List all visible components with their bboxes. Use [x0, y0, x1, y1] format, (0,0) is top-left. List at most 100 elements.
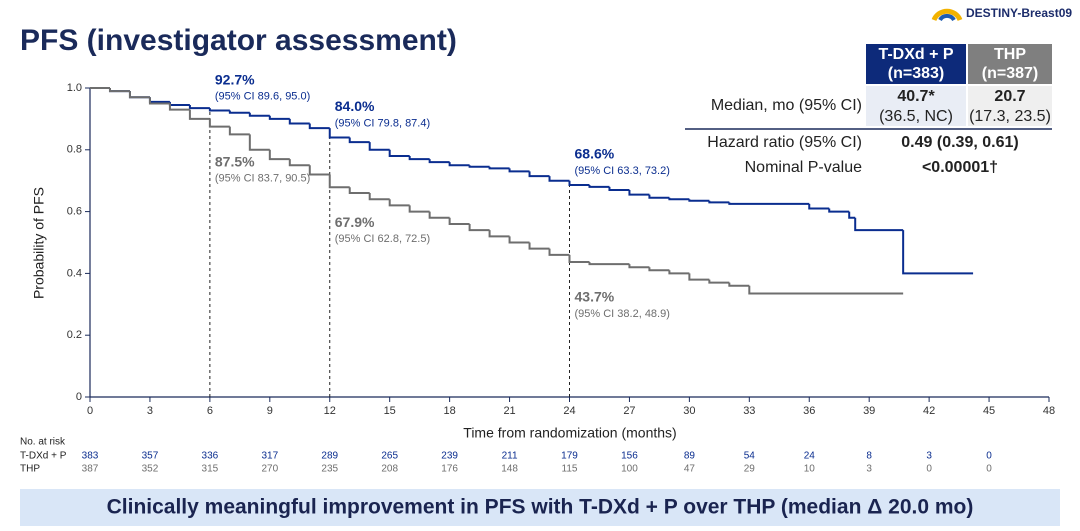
- survival-step: [348, 187, 370, 195]
- risk-row-label: T-DXd + P: [20, 451, 67, 462]
- survival-step: [368, 193, 390, 201]
- survival-step: [208, 118, 230, 128]
- survival-step: [508, 168, 530, 173]
- column-n: (n=383): [888, 65, 944, 82]
- risk-count: 3: [866, 464, 872, 475]
- survival-step: [708, 279, 730, 284]
- logo-text: DESTINY-Breast09: [966, 6, 1072, 20]
- landmark-value: 68.6%: [575, 146, 615, 162]
- landmark-value: 87.5%: [215, 153, 255, 169]
- row-label: Hazard ratio (95% CI): [707, 134, 862, 151]
- survival-step: [808, 203, 830, 210]
- y-tick-label: 0: [76, 391, 82, 403]
- risk-count: 317: [261, 451, 278, 462]
- x-tick-label: 33: [743, 405, 755, 417]
- survival-step: [902, 230, 974, 275]
- survival-step: [528, 242, 550, 250]
- logo: DESTINY-Breast09: [931, 6, 1072, 22]
- survival-step: [348, 137, 370, 144]
- survival-step: [568, 180, 590, 187]
- landmark-ci: (95% CI 79.8, 87.4): [335, 117, 430, 129]
- risk-count: 336: [202, 451, 219, 462]
- risk-count: 29: [744, 464, 756, 475]
- survival-step: [308, 123, 330, 130]
- risk-count: 211: [502, 451, 518, 462]
- risk-count: 47: [684, 464, 696, 475]
- survival-step: [688, 273, 710, 281]
- survival-step: [128, 91, 150, 99]
- risk-table-title: No. at risk: [20, 437, 66, 448]
- footer-banner: [20, 489, 1060, 526]
- survival-step: [468, 223, 490, 232]
- x-tick-label: 12: [324, 405, 336, 417]
- survival-step: [388, 199, 410, 207]
- p-value: <0.00001†: [922, 159, 998, 176]
- median-value: 20.7: [994, 88, 1025, 105]
- survival-step: [148, 97, 170, 105]
- risk-count: 179: [561, 451, 578, 462]
- survival-step: [368, 142, 390, 151]
- x-tick-label: 42: [923, 405, 935, 417]
- x-tick-label: 30: [683, 405, 695, 417]
- risk-count: 100: [621, 464, 638, 475]
- risk-count: 54: [744, 451, 756, 462]
- risk-count: 115: [562, 464, 578, 475]
- landmark-value: 92.7%: [215, 71, 255, 87]
- risk-count: 270: [261, 464, 278, 475]
- risk-count: 208: [381, 464, 398, 475]
- survival-step: [468, 165, 490, 168]
- survival-step: [288, 159, 310, 167]
- survival-step: [148, 97, 170, 103]
- survival-step: [408, 205, 430, 213]
- y-tick-label: 1.0: [67, 82, 82, 94]
- risk-count: 89: [684, 451, 696, 462]
- landmark-ci: (95% CI 83.7, 90.5): [215, 173, 310, 185]
- landmark-value: 43.7%: [575, 289, 615, 305]
- survival-step: [248, 112, 270, 117]
- survival-step: [228, 126, 250, 136]
- survival-step: [248, 134, 270, 151]
- y-tick-label: 0.6: [67, 206, 82, 218]
- risk-count: 357: [142, 451, 159, 462]
- survival-step: [608, 186, 630, 191]
- landmark-value: 84.0%: [335, 98, 375, 114]
- survival-step: [388, 149, 410, 157]
- landmark-value: 67.9%: [335, 214, 375, 230]
- x-tick-label: 3: [147, 405, 153, 417]
- x-tick-label: 48: [1043, 405, 1055, 417]
- survival-step: [628, 189, 650, 196]
- column-header: THP: [994, 46, 1026, 63]
- risk-count: 176: [441, 464, 458, 475]
- survival-step: [668, 270, 690, 275]
- survival-step: [168, 101, 190, 106]
- survival-step: [288, 118, 310, 125]
- x-tick-label: 6: [207, 405, 213, 417]
- x-axis-label: Time from randomization (months): [463, 425, 676, 441]
- survival-step: [668, 197, 690, 201]
- x-tick-label: 36: [803, 405, 815, 417]
- survival-step: [428, 211, 450, 219]
- risk-row-label: THP: [20, 464, 40, 475]
- x-tick-label: 15: [384, 405, 396, 417]
- survival-step: [188, 104, 210, 110]
- column-n: (n=387): [982, 65, 1038, 82]
- survival-step: [828, 208, 850, 213]
- landmark-ci: (95% CI 63.3, 73.2): [575, 165, 670, 177]
- survival-step: [648, 267, 670, 272]
- landmark-ci: (95% CI 62.8, 72.5): [335, 233, 430, 245]
- risk-count: 3: [926, 451, 932, 462]
- x-tick-label: 9: [267, 405, 273, 417]
- median-ci: (36.5, NC): [879, 108, 953, 125]
- median-ci: (17.3, 23.5): [969, 108, 1051, 125]
- risk-count: 289: [321, 451, 338, 462]
- logo-icon: [931, 8, 963, 22]
- stats-table: T-DXd + P (n=383) THP (n=387) Median, mo…: [707, 46, 1051, 176]
- survival-step: [208, 108, 230, 112]
- y-tick-label: 0.2: [67, 329, 82, 341]
- risk-count: 148: [501, 464, 518, 475]
- risk-count: 156: [621, 451, 638, 462]
- survival-step: [708, 200, 730, 204]
- survival-step: [408, 155, 430, 161]
- survival-step: [328, 128, 350, 139]
